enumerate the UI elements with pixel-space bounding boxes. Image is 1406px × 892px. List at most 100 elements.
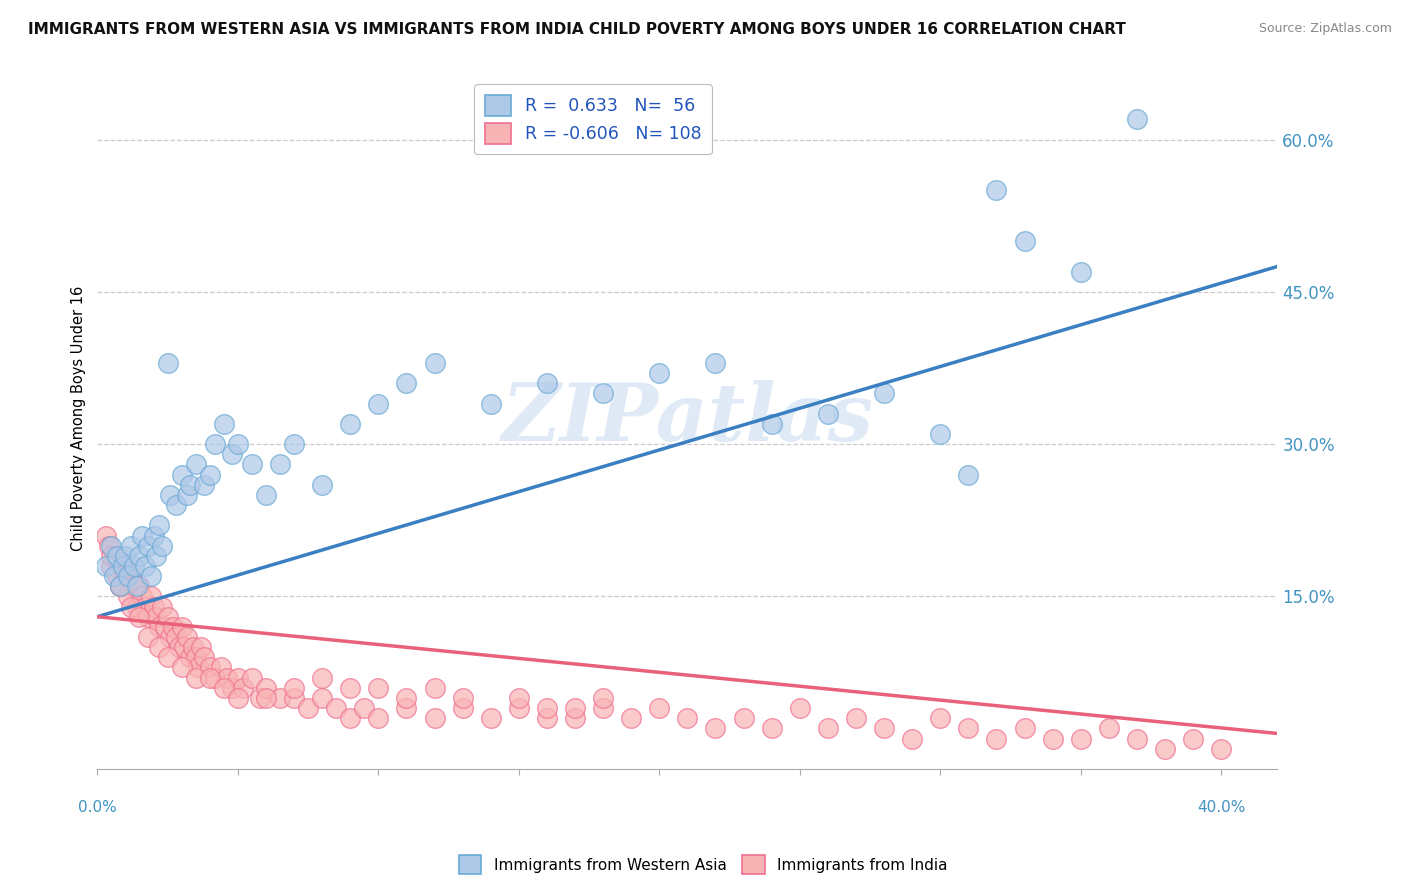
Point: [451, 701, 474, 715]
Point: [173, 640, 195, 655]
Point: [204, 671, 226, 685]
Point: [254, 681, 277, 695]
Point: [159, 630, 181, 644]
Point: [212, 681, 235, 695]
Text: Source: ZipAtlas.com: Source: ZipAtlas.com: [1258, 22, 1392, 36]
Point: [176, 630, 198, 644]
Point: [1014, 234, 1036, 248]
Point: [221, 447, 243, 461]
Point: [165, 630, 187, 644]
Point: [148, 640, 170, 655]
Point: [167, 640, 190, 655]
Point: [733, 711, 755, 725]
Point: [100, 558, 122, 573]
Point: [215, 671, 238, 685]
Point: [395, 701, 418, 715]
Point: [103, 569, 125, 583]
Point: [111, 558, 134, 573]
Point: [198, 660, 221, 674]
Point: [190, 640, 212, 655]
Point: [103, 549, 125, 563]
Point: [226, 437, 249, 451]
Point: [479, 396, 502, 410]
Point: [120, 539, 142, 553]
Point: [100, 539, 122, 553]
Point: [128, 609, 150, 624]
Point: [957, 722, 980, 736]
Point: [128, 549, 150, 563]
Point: [254, 488, 277, 502]
Point: [156, 356, 179, 370]
Point: [232, 681, 254, 695]
Point: [226, 690, 249, 705]
Point: [114, 549, 136, 563]
Point: [620, 711, 643, 725]
Point: [339, 417, 361, 431]
Point: [648, 366, 671, 380]
Point: [187, 660, 209, 674]
Point: [148, 518, 170, 533]
Point: [1154, 741, 1177, 756]
Point: [150, 539, 173, 553]
Point: [536, 701, 558, 715]
Text: IMMIGRANTS FROM WESTERN ASIA VS IMMIGRANTS FROM INDIA CHILD POVERTY AMONG BOYS U: IMMIGRANTS FROM WESTERN ASIA VS IMMIGRAN…: [28, 22, 1126, 37]
Point: [1042, 731, 1064, 746]
Point: [100, 549, 122, 563]
Point: [136, 630, 159, 644]
Point: [339, 711, 361, 725]
Point: [367, 681, 389, 695]
Point: [165, 498, 187, 512]
Point: [97, 539, 120, 553]
Point: [108, 579, 131, 593]
Point: [353, 701, 375, 715]
Point: [1126, 731, 1149, 746]
Point: [395, 690, 418, 705]
Point: [184, 458, 207, 472]
Point: [148, 620, 170, 634]
Point: [508, 690, 530, 705]
Point: [212, 417, 235, 431]
Point: [134, 558, 156, 573]
Point: [170, 660, 193, 674]
Point: [125, 579, 148, 593]
Point: [209, 660, 232, 674]
Point: [122, 558, 145, 573]
Point: [536, 376, 558, 391]
Point: [283, 681, 305, 695]
Point: [117, 590, 139, 604]
Point: [240, 671, 263, 685]
Point: [564, 711, 586, 725]
Point: [367, 396, 389, 410]
Point: [269, 458, 291, 472]
Point: [704, 356, 727, 370]
Point: [136, 609, 159, 624]
Point: [423, 711, 446, 725]
Text: 40.0%: 40.0%: [1197, 799, 1246, 814]
Point: [761, 417, 783, 431]
Point: [105, 569, 128, 583]
Point: [817, 722, 839, 736]
Point: [131, 528, 153, 542]
Point: [1211, 741, 1233, 756]
Point: [789, 701, 811, 715]
Point: [957, 467, 980, 482]
Point: [179, 477, 201, 491]
Point: [929, 711, 952, 725]
Point: [249, 690, 271, 705]
Point: [761, 722, 783, 736]
Point: [139, 569, 162, 583]
Point: [648, 701, 671, 715]
Point: [240, 458, 263, 472]
Point: [108, 579, 131, 593]
Point: [145, 549, 167, 563]
Point: [159, 488, 181, 502]
Point: [311, 671, 333, 685]
Point: [311, 690, 333, 705]
Point: [184, 671, 207, 685]
Point: [142, 528, 165, 542]
Point: [156, 650, 179, 665]
Point: [592, 386, 614, 401]
Point: [117, 569, 139, 583]
Point: [269, 690, 291, 705]
Point: [94, 528, 117, 542]
